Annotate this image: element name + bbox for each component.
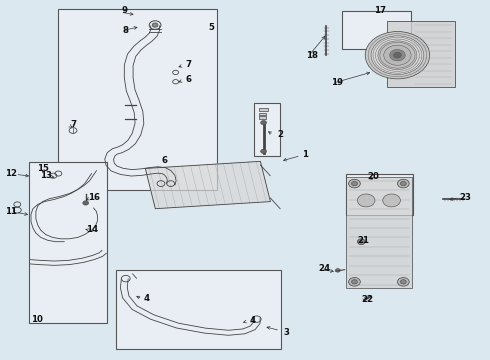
Circle shape xyxy=(378,41,417,69)
Text: 24: 24 xyxy=(318,265,330,274)
Text: 3: 3 xyxy=(283,328,289,337)
Circle shape xyxy=(365,32,430,79)
Bar xyxy=(345,177,412,288)
Circle shape xyxy=(371,36,424,75)
Circle shape xyxy=(384,45,411,65)
Circle shape xyxy=(152,23,158,27)
Text: 15: 15 xyxy=(37,164,49,173)
Bar xyxy=(259,113,267,116)
Text: 2: 2 xyxy=(277,130,283,139)
Text: 20: 20 xyxy=(367,172,379,181)
Text: 5: 5 xyxy=(209,23,215,32)
Circle shape xyxy=(348,179,360,188)
Bar xyxy=(259,116,267,119)
Circle shape xyxy=(400,280,406,284)
Circle shape xyxy=(335,269,340,272)
Text: 23: 23 xyxy=(460,193,472,202)
Text: 14: 14 xyxy=(87,225,98,234)
Circle shape xyxy=(393,52,401,58)
Text: 12: 12 xyxy=(5,169,18,178)
Bar xyxy=(29,162,107,323)
Text: 4: 4 xyxy=(250,316,256,325)
Text: 10: 10 xyxy=(31,315,43,324)
Text: 18: 18 xyxy=(306,51,318,60)
Circle shape xyxy=(261,149,267,153)
Text: 7: 7 xyxy=(70,120,76,129)
Text: 7: 7 xyxy=(185,60,192,69)
Text: 9: 9 xyxy=(122,6,128,15)
Bar xyxy=(259,108,269,111)
Circle shape xyxy=(261,121,267,125)
Text: 4: 4 xyxy=(143,294,149,303)
Circle shape xyxy=(397,179,409,188)
Text: 6: 6 xyxy=(185,75,191,84)
Bar xyxy=(254,103,280,156)
Text: 8: 8 xyxy=(123,26,129,35)
Bar xyxy=(342,11,411,49)
Circle shape xyxy=(383,194,400,207)
Circle shape xyxy=(357,194,375,207)
Circle shape xyxy=(357,239,365,244)
Text: 19: 19 xyxy=(331,78,343,87)
Text: 13: 13 xyxy=(40,171,51,180)
Text: 22: 22 xyxy=(361,294,373,303)
Circle shape xyxy=(351,280,357,284)
Bar xyxy=(387,22,455,87)
Bar xyxy=(58,9,217,190)
Text: 21: 21 xyxy=(357,236,369,245)
Text: 17: 17 xyxy=(374,6,386,15)
Text: 1: 1 xyxy=(302,150,308,159)
Polygon shape xyxy=(146,161,270,209)
Circle shape xyxy=(351,181,357,186)
Circle shape xyxy=(348,278,360,286)
Circle shape xyxy=(390,49,405,61)
Text: 11: 11 xyxy=(5,207,18,216)
Bar xyxy=(116,270,281,349)
Circle shape xyxy=(397,278,409,286)
Circle shape xyxy=(83,201,89,205)
Circle shape xyxy=(400,181,406,186)
Bar xyxy=(345,174,413,215)
Text: 6: 6 xyxy=(162,156,168,165)
Text: 16: 16 xyxy=(89,193,100,202)
